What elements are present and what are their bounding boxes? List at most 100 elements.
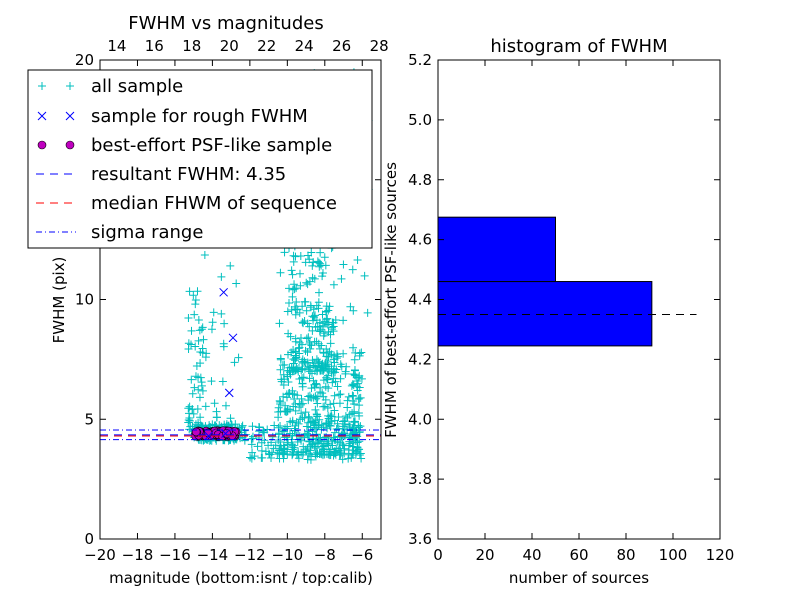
all-sample-point bbox=[339, 260, 348, 269]
all-sample-point bbox=[238, 421, 247, 430]
x-tick-label: −12 bbox=[234, 546, 266, 564]
all-sample-point bbox=[354, 373, 363, 382]
scatter-top-axis: 14 16 18 20 22 24 26 28 bbox=[107, 37, 388, 55]
all-sample-point bbox=[296, 415, 305, 424]
all-sample-point bbox=[324, 306, 333, 315]
all-sample-point bbox=[230, 358, 239, 367]
all-sample-point bbox=[197, 381, 206, 390]
all-sample-point bbox=[279, 427, 288, 436]
rough-sample-point bbox=[204, 431, 214, 441]
all-sample-point bbox=[292, 284, 301, 293]
all-sample-point bbox=[304, 362, 313, 371]
all-sample-point bbox=[187, 375, 196, 384]
all-sample-point bbox=[297, 436, 306, 445]
all-sample-point bbox=[309, 316, 318, 325]
all-sample-point bbox=[319, 392, 328, 401]
y-tick-label: 4.4 bbox=[408, 291, 432, 309]
all-sample-point bbox=[275, 396, 284, 405]
all-sample-point bbox=[305, 277, 314, 286]
all-sample-point bbox=[276, 407, 285, 416]
scatter-legend: all sample sample for rough FWHM best-ef… bbox=[27, 69, 373, 249]
all-sample-point bbox=[328, 318, 337, 327]
all-sample-point bbox=[320, 317, 329, 326]
all-sample-point bbox=[355, 401, 364, 410]
all-sample-point bbox=[258, 453, 267, 462]
all-sample-point bbox=[321, 261, 330, 270]
all-sample-point bbox=[324, 414, 333, 423]
all-sample-point bbox=[310, 274, 319, 283]
all-sample-point bbox=[303, 348, 312, 357]
x-tick-label: 80 bbox=[616, 546, 635, 564]
all-sample-point bbox=[315, 262, 324, 271]
all-sample-point bbox=[191, 300, 200, 309]
all-sample-point bbox=[199, 335, 208, 344]
all-sample-point bbox=[317, 341, 326, 350]
all-sample-point bbox=[298, 382, 307, 391]
all-sample-point bbox=[356, 393, 365, 402]
all-sample-point bbox=[316, 388, 325, 397]
all-sample-point bbox=[257, 446, 266, 455]
all-sample-point bbox=[348, 380, 357, 389]
all-sample-point bbox=[302, 422, 311, 431]
all-sample-point bbox=[305, 255, 314, 264]
all-sample-point bbox=[301, 408, 310, 417]
all-sample-point bbox=[276, 421, 285, 430]
all-sample-point bbox=[344, 392, 353, 401]
top-tick-label: 26 bbox=[332, 37, 351, 55]
all-sample-point bbox=[323, 424, 332, 433]
histogram-y-axis: 3.6 3.8 4.0 4.2 4.4 4.6 4.8 5.0 5.2 bbox=[408, 51, 720, 548]
all-sample-point bbox=[196, 347, 205, 356]
all-sample-point bbox=[288, 440, 297, 449]
all-sample-point bbox=[315, 365, 324, 374]
top-tick-label: 14 bbox=[107, 37, 126, 55]
all-sample-point bbox=[314, 304, 323, 313]
all-sample-point bbox=[296, 334, 305, 343]
all-sample-point bbox=[341, 412, 350, 421]
all-sample-point bbox=[353, 386, 362, 395]
all-sample-point bbox=[343, 403, 352, 412]
legend-label-rough-sample: sample for rough FWHM bbox=[91, 106, 308, 127]
all-sample-point bbox=[355, 351, 364, 360]
all-sample-point bbox=[303, 429, 312, 438]
all-sample-point bbox=[332, 425, 341, 434]
legend-markers bbox=[36, 82, 76, 233]
histogram-title: histogram of FWHM bbox=[490, 36, 667, 57]
all-sample-point bbox=[349, 306, 358, 315]
all-sample-point bbox=[185, 287, 194, 296]
all-sample-point bbox=[329, 399, 338, 408]
all-sample-point bbox=[279, 370, 288, 379]
all-sample-point bbox=[187, 340, 196, 349]
all-sample-point bbox=[314, 437, 323, 446]
x-tick-label: 40 bbox=[522, 546, 541, 564]
all-sample-point bbox=[297, 409, 306, 418]
all-sample-point bbox=[298, 302, 307, 311]
all-sample-point bbox=[273, 450, 282, 459]
top-tick-label: 18 bbox=[182, 37, 201, 55]
all-sample-point bbox=[354, 379, 363, 388]
histogram-y-label: FWHM of best-effort PSF-like sources bbox=[382, 162, 400, 438]
x-tick-label: −18 bbox=[122, 546, 154, 564]
all-sample-point bbox=[310, 337, 319, 346]
all-sample-point bbox=[308, 312, 317, 321]
legend-marker-all-sample bbox=[38, 82, 46, 90]
all-sample-point bbox=[294, 419, 303, 428]
all-sample-point bbox=[300, 317, 309, 326]
all-sample-point bbox=[312, 410, 321, 419]
rough-sample-point bbox=[228, 333, 238, 343]
all-sample-point bbox=[304, 450, 313, 459]
all-sample-point bbox=[329, 374, 338, 383]
all-sample-point bbox=[289, 257, 298, 266]
all-sample-point bbox=[277, 377, 286, 386]
all-sample-point bbox=[315, 326, 324, 335]
all-sample-point bbox=[288, 418, 297, 427]
all-sample-point bbox=[307, 452, 316, 461]
all-sample-point bbox=[338, 422, 347, 431]
legend-label-psf-sample: best-effort PSF-like sample bbox=[91, 135, 332, 156]
all-sample-point bbox=[188, 389, 197, 398]
x-tick-label: −10 bbox=[272, 546, 304, 564]
all-sample-point bbox=[240, 436, 249, 445]
all-sample-point bbox=[354, 421, 363, 430]
all-sample-point bbox=[275, 454, 284, 463]
legend-frame bbox=[27, 69, 373, 249]
all-sample-point bbox=[184, 404, 193, 413]
